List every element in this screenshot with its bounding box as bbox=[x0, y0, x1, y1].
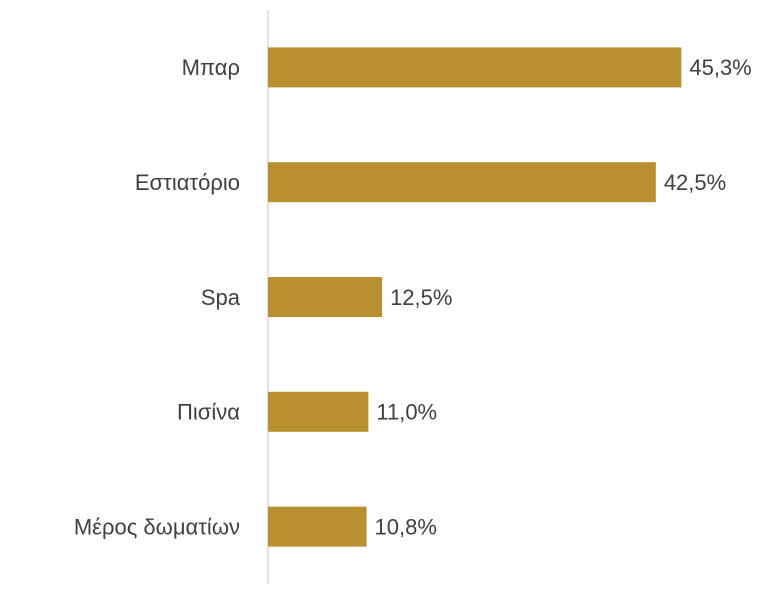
bar bbox=[268, 506, 367, 547]
data-label: 10,8% bbox=[375, 514, 437, 539]
data-label: 42,5% bbox=[664, 170, 726, 195]
y-tick-label: Μέρος δωματίων bbox=[74, 514, 240, 539]
data-label: 11,0% bbox=[376, 400, 437, 425]
bar bbox=[268, 391, 369, 432]
y-tick-label: Μπαρ bbox=[182, 55, 240, 80]
bar bbox=[268, 162, 656, 203]
y-tick-label: Εστιατόριο bbox=[135, 170, 240, 195]
y-tick-label: Spa bbox=[201, 285, 241, 310]
bar bbox=[268, 277, 383, 317]
data-label: 45,3% bbox=[689, 55, 751, 80]
data-label: 12,5% bbox=[390, 285, 452, 310]
bar bbox=[268, 47, 682, 88]
y-tick-label: Πισίνα bbox=[177, 400, 240, 425]
